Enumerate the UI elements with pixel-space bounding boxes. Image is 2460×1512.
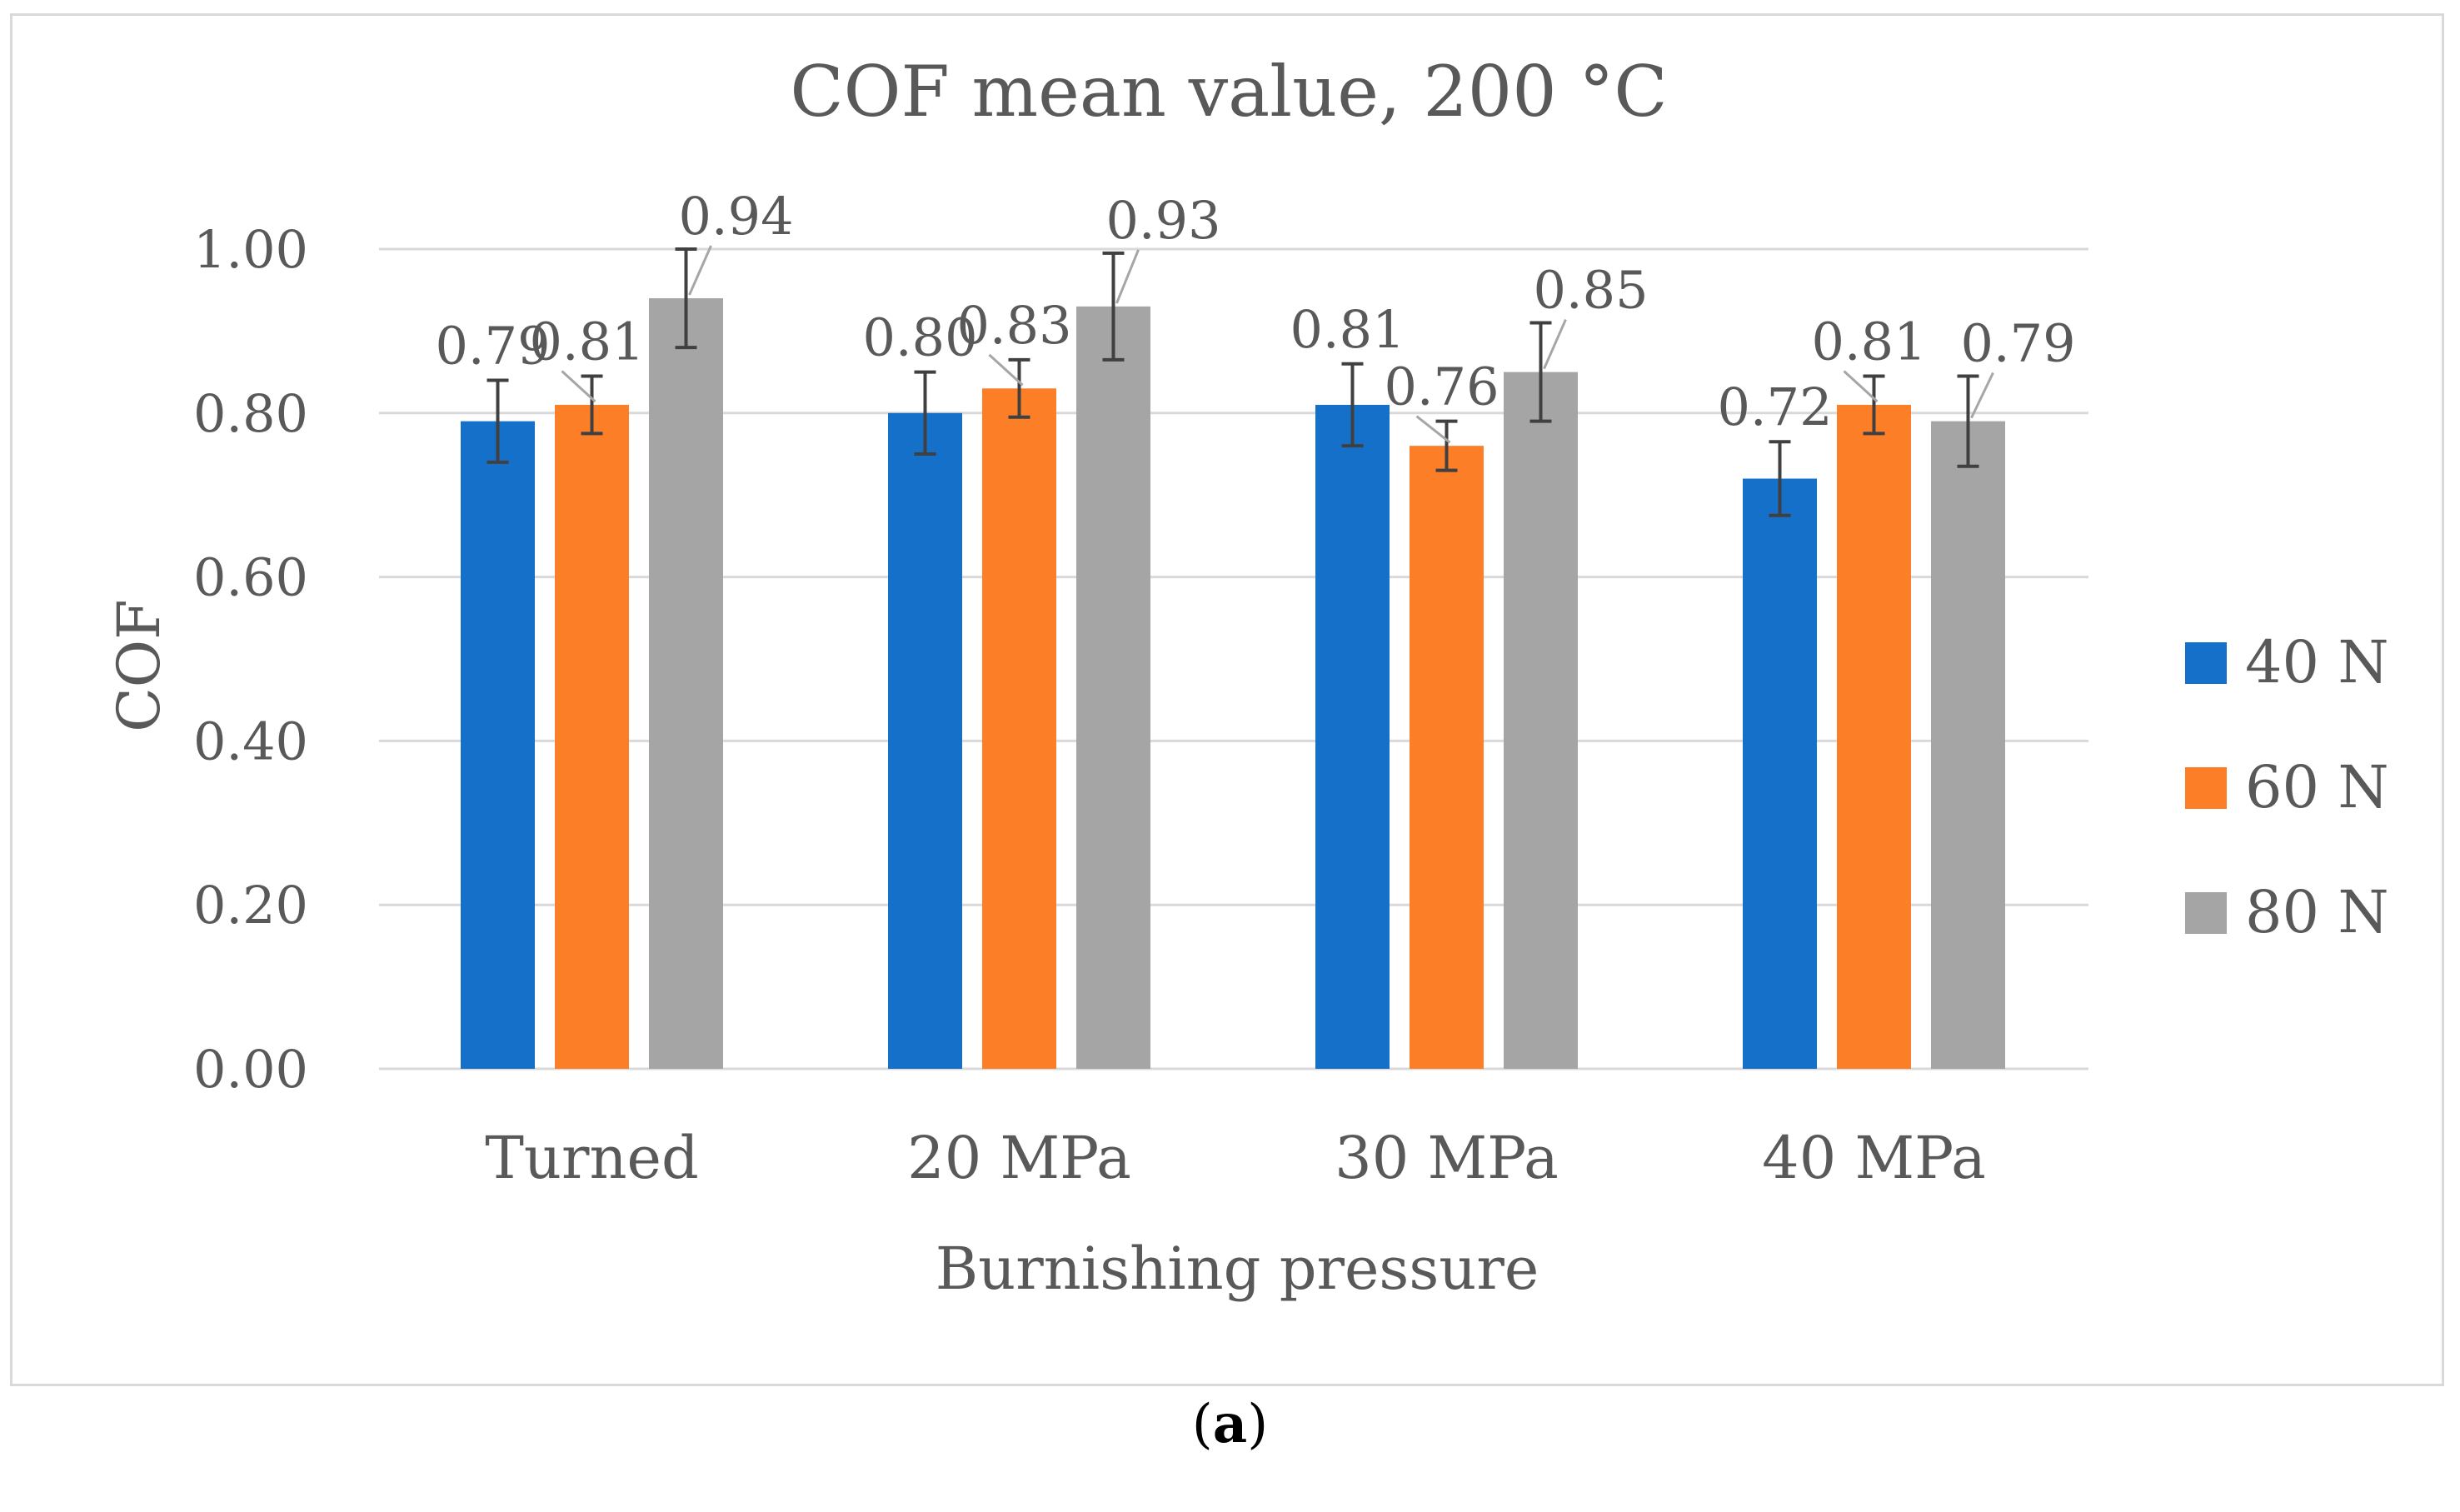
y-tick-label: 0.40 [193,711,308,771]
bar [649,298,723,1069]
data-label: 0.72 [1717,377,1832,437]
data-label: 0.81 [1290,299,1405,360]
y-tick-labels: 0.00 0.20 0.40 0.60 0.80 1.00 [193,219,308,1100]
bar [1410,446,1484,1069]
gridlines [379,247,2088,1070]
data-label: 0.93 [1105,190,1220,251]
x-tick-label: 20 MPa [907,1124,1131,1192]
caption-open: ( [1191,1394,1213,1455]
bar [1076,306,1150,1069]
bar [888,412,962,1069]
y-tick-label: 0.00 [193,1039,308,1100]
y-tick-label: 0.20 [193,875,308,936]
leader-line [1970,372,1994,419]
leader-line [1543,318,1567,370]
leader-line [988,353,1024,387]
label-leader-lines [561,245,1994,444]
data-label: 0.85 [1533,260,1648,321]
legend-label: 40 N [2245,628,2389,696]
caption-letter: a [1212,1393,1248,1455]
legend-label: 60 N [2245,753,2389,821]
bar [461,421,535,1069]
data-label: 0.76 [1384,357,1499,417]
data-label: 0.81 [1811,312,1926,372]
x-tick-label: 40 MPa [1762,1124,1986,1192]
legend-swatch [2185,892,2227,934]
error-bars [487,247,1979,517]
bar [1743,478,1817,1069]
leader-line [1843,370,1879,403]
bar [555,404,629,1070]
leader-line [561,370,596,403]
bar [1837,404,1911,1070]
legend-label: 80 N [2245,878,2389,946]
bars [461,298,2005,1070]
data-label: 0.83 [956,295,1071,356]
y-axis-title: COF [105,599,173,732]
bar [1931,421,2005,1069]
legend-swatch [2185,767,2227,809]
data-label: 0.80 [862,307,977,368]
x-tick-label: Turned [485,1124,699,1192]
figure-caption: (a) [0,1393,2460,1455]
chart-title: COF mean value, 200 °C [790,51,1667,132]
y-tick-label: 0.60 [193,547,308,608]
legend: 40 N 60 N 80 N [2185,628,2389,946]
y-tick-label: 0.80 [193,383,308,444]
leader-line [1115,249,1140,304]
chart-frame: COF mean value, 200 °C 0.00 0.20 0.40 0.60 0… [10,13,2444,1386]
leader-line [688,245,712,296]
data-label: 0.79 [1960,313,2075,374]
legend-swatch [2185,642,2227,684]
data-label: 0.81 [529,312,644,372]
chart-svg: COF mean value, 200 °C 0.000.200.400.600… [105,51,2389,1303]
x-tick-labels: Turned 20 MPa 30 MPa 40 MPa [485,1124,1986,1192]
x-axis-title: Burnishing pressure [936,1235,1539,1303]
data-labels: 0.790.810.940.800.830.930.810.760.850.72… [435,186,2075,437]
x-tick-label: 30 MPa [1335,1124,1559,1192]
y-tick-label: 1.00 [193,219,308,280]
leader-line [1415,415,1451,444]
data-label: 0.79 [435,315,550,376]
bar [982,388,1056,1069]
bar [1315,404,1390,1070]
bar [1504,372,1578,1070]
caption-close: ) [1247,1394,1269,1455]
data-label: 0.94 [678,186,793,247]
